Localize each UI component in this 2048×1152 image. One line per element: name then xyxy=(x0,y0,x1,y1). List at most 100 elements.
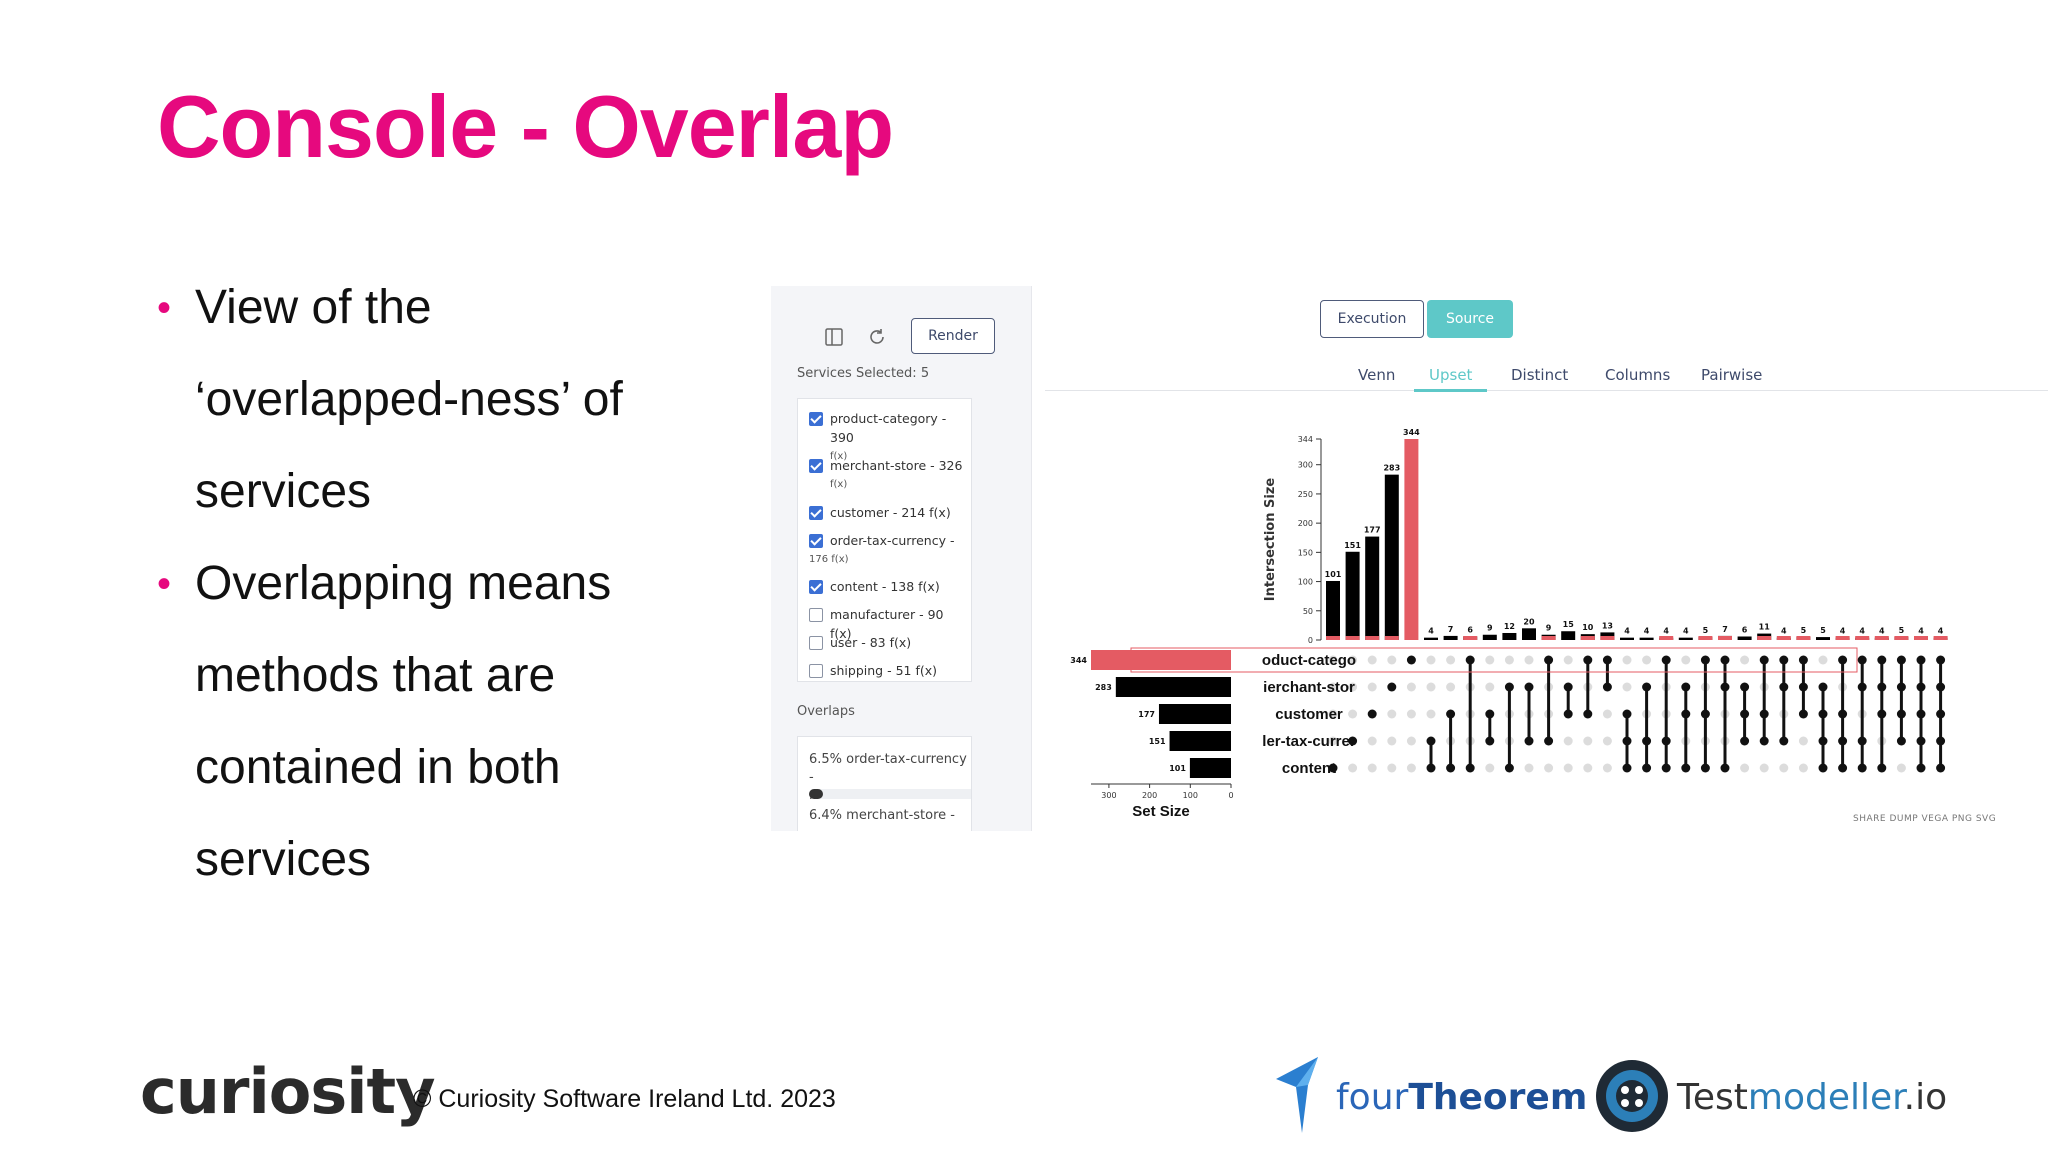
set-dot-inactive xyxy=(1818,655,1828,665)
checkbox[interactable] xyxy=(809,534,823,548)
service-name: shipping - 51 f(x) xyxy=(830,663,937,678)
testmodeller-text-a: Test xyxy=(1677,1077,1748,1118)
set-dot-inactive xyxy=(1485,682,1495,692)
y-axis-title: Intersection Size xyxy=(1263,478,1278,602)
overlap-item[interactable]: 6.4% merchant-store - xyxy=(809,807,969,825)
bar-value-label: 4 xyxy=(1624,627,1630,636)
bar-value-label: 151 xyxy=(1344,541,1361,550)
fourtheorem-arrow-icon xyxy=(1276,1057,1318,1133)
tab-columns[interactable]: Columns xyxy=(1605,366,1671,384)
set-size-bar xyxy=(1158,704,1231,724)
bullet-line: View of the xyxy=(195,281,432,334)
x-tick-label: 200 xyxy=(1142,791,1157,800)
bar-value-label: 4 xyxy=(1918,627,1924,636)
intersection-bar-highlight xyxy=(1894,636,1909,640)
service-sidebar: Render Services Selected: 5 product-cate… xyxy=(771,286,1032,831)
service-name: content - 138 f(x) xyxy=(830,579,940,594)
overlaps-heading: Overlaps xyxy=(797,704,855,719)
service-item[interactable]: merchant-store - 326 f(x) xyxy=(809,456,969,494)
y-tick-label: 100 xyxy=(1298,578,1313,587)
set-dot-active xyxy=(1348,736,1358,746)
service-name: product-category - 390 xyxy=(830,411,947,445)
set-dot-inactive xyxy=(1367,763,1377,773)
tab-upset[interactable]: Upset xyxy=(1414,366,1488,392)
tab-venn[interactable]: Venn xyxy=(1358,366,1396,384)
execution-button[interactable]: Execution xyxy=(1320,300,1424,338)
bar-value-label: 20 xyxy=(1523,617,1535,626)
set-dot-inactive xyxy=(1524,763,1534,773)
refresh-icon[interactable] xyxy=(866,326,888,348)
intersection-bar-highlight xyxy=(1874,636,1889,640)
checkbox[interactable] xyxy=(809,459,823,473)
intersection-bar-highlight xyxy=(1580,636,1595,640)
set-dot-inactive xyxy=(1563,763,1573,773)
tab-pairwise[interactable]: Pairwise xyxy=(1701,366,1763,384)
set-dot-inactive xyxy=(1740,763,1750,773)
checkbox[interactable] xyxy=(809,608,823,622)
set-size-bar xyxy=(1169,731,1231,751)
testmodeller-logo: Testmodeller.io xyxy=(1593,1057,1947,1137)
checkbox[interactable] xyxy=(809,636,823,650)
set-dot-inactive xyxy=(1544,763,1554,773)
service-name: manufacturer - 90 f(x) xyxy=(830,607,944,641)
bar-value-label: 7 xyxy=(1722,625,1728,634)
set-name-label: ierchant-stor xyxy=(1263,679,1355,696)
set-dot-inactive xyxy=(1583,736,1593,746)
bar-value-label: 283 xyxy=(1383,464,1400,473)
set-dot-inactive xyxy=(1524,655,1534,665)
intersection-bar xyxy=(1678,637,1693,640)
set-dot-active xyxy=(1406,655,1416,665)
set-dot-inactive xyxy=(1740,655,1750,665)
y-tick-label: 150 xyxy=(1298,548,1313,557)
service-item[interactable]: shipping - 51 f(x) xyxy=(809,661,969,680)
intersection-bar xyxy=(1345,551,1360,640)
intersection-bar xyxy=(1816,637,1830,640)
set-dot-inactive xyxy=(1348,682,1358,692)
checkbox[interactable] xyxy=(809,580,823,594)
bar-value-label: 4 xyxy=(1644,627,1650,636)
intersection-bar-highlight xyxy=(1384,636,1399,640)
render-button[interactable]: Render xyxy=(911,318,995,354)
set-dot-inactive xyxy=(1406,763,1416,773)
set-name-label: content xyxy=(1282,760,1336,777)
set-dot-inactive xyxy=(1328,655,1338,665)
service-item[interactable]: order-tax-currency - 176 f(x) xyxy=(809,531,969,569)
bar-value-label: 13 xyxy=(1602,621,1613,630)
intersection-bar-highlight xyxy=(1463,636,1478,640)
bullet-list: View of the ‘overlapped-ness’ of service… xyxy=(157,262,720,906)
intersection-bar-highlight xyxy=(1835,636,1850,640)
service-item[interactable]: manufacturer - 90 f(x) xyxy=(809,605,969,643)
service-item[interactable]: customer - 214 f(x) xyxy=(809,503,969,522)
bullet-line: contained in both xyxy=(195,741,561,794)
service-item[interactable]: user - 83 f(x) xyxy=(809,633,969,652)
bar-value-label: 344 xyxy=(1403,428,1420,437)
bar-value-label: 7 xyxy=(1448,625,1454,634)
service-item[interactable]: content - 138 f(x) xyxy=(809,577,969,596)
bar-value-label: 5 xyxy=(1703,626,1709,635)
bar-value-label: 4 xyxy=(1879,627,1885,636)
bar-value-label: 4 xyxy=(1663,627,1669,636)
tab-distinct[interactable]: Distinct xyxy=(1511,366,1569,384)
export-links[interactable]: SHARE DUMP VEGA PNG SVG xyxy=(1853,814,1997,824)
checkbox[interactable] xyxy=(809,412,823,426)
bar-value-label: 5 xyxy=(1801,626,1807,635)
intersection-bar-highlight xyxy=(1365,636,1380,640)
intersection-bar-highlight xyxy=(1796,636,1811,640)
y-tick-label: 200 xyxy=(1298,519,1313,528)
set-dot-inactive xyxy=(1387,736,1397,746)
bar-value-label: 101 xyxy=(1325,570,1342,579)
intersection-bar-highlight xyxy=(1600,636,1615,640)
intersection-bar-highlight xyxy=(1659,636,1674,640)
bar-value-label: 10 xyxy=(1582,623,1594,632)
checkbox[interactable] xyxy=(809,664,823,678)
source-button[interactable]: Source xyxy=(1427,300,1513,338)
intersection-bar-highlight xyxy=(1698,636,1713,640)
set-dot-inactive xyxy=(1328,682,1338,692)
panel-toggle-icon[interactable] xyxy=(823,326,845,348)
x-tick-label: 100 xyxy=(1183,791,1198,800)
service-name: order-tax-currency - xyxy=(830,533,955,548)
checkbox[interactable] xyxy=(809,506,823,520)
bar-value-label: 4 xyxy=(1840,627,1846,636)
service-item[interactable]: product-category - 390 f(x) xyxy=(809,409,969,466)
